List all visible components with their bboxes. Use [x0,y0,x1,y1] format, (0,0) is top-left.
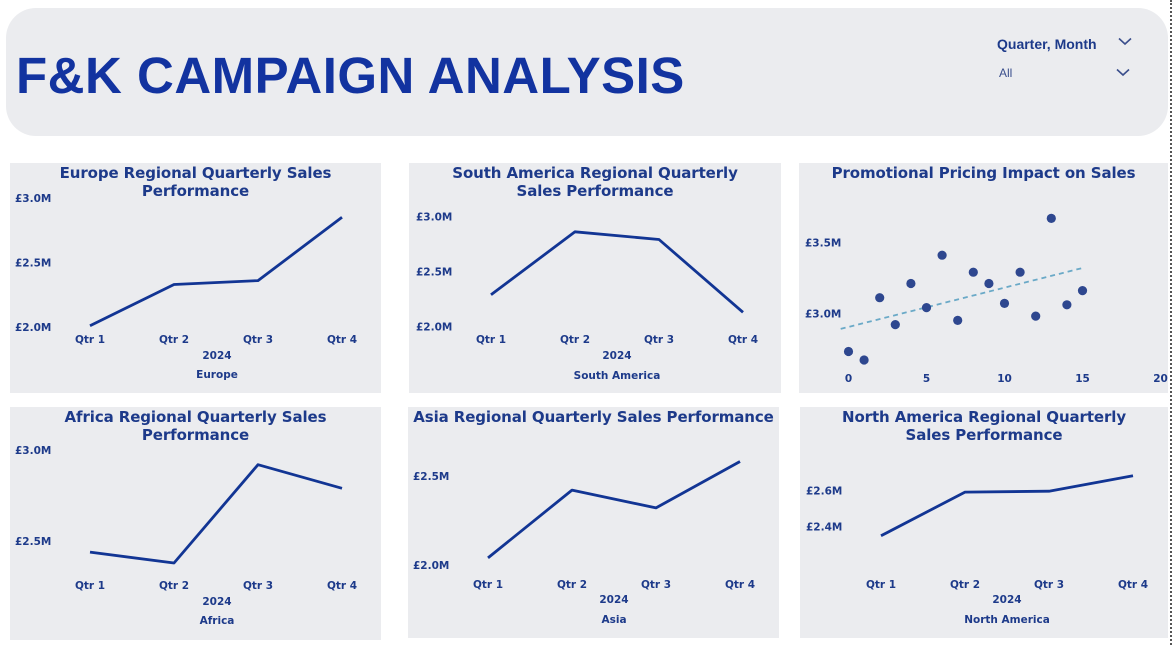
x-axis-label: Asia [601,614,626,626]
chart-title: South America Regional Quarterly Sales P… [452,164,738,200]
scatter-point[interactable] [906,278,916,289]
promotional-pricing-scatter-chart[interactable]: Promotional Pricing Impact on Sales £3.0… [799,163,1168,393]
x-tick-label: Qtr 4 [327,334,357,346]
x-tick-label: Qtr 2 [560,334,590,346]
x-group-label: 2024 [202,350,231,362]
y-tick-label: £2.5M [413,471,449,483]
scatter-chart-canvas: £3.0M £3.5M 0 5 10 15 20 [805,213,1168,385]
scatter-point[interactable] [999,298,1010,308]
x-tick-label: Qtr 2 [950,579,980,591]
scatter-point[interactable] [968,267,978,277]
scatter-point[interactable] [890,320,900,330]
europe-sales-line[interactable] [89,216,343,328]
x-group-label: 2024 [599,594,628,606]
asia-chart-canvas: £2.0M £2.5M Qtr 1 Qtr 2 Qtr 3 Qtr 4 2024… [413,460,755,626]
x-tick-label: Qtr 3 [243,334,273,346]
asia-sales-chart[interactable]: Asia Regional Quarterly Sales Performanc… [408,407,779,638]
south-america-chart-canvas: £2.0M £2.5M £3.0M Qtr 1 Qtr 2 Qtr 3 Qtr … [416,211,758,382]
scatter-point[interactable] [875,293,885,303]
y-tick-label: £2.6M [806,485,842,497]
scatter-point[interactable] [1015,267,1025,277]
africa-sales-line[interactable] [89,463,343,565]
north-america-sales-line[interactable] [880,474,1134,538]
y-tick-label: £2.0M [416,322,452,334]
x-axis-label: Europe [196,369,238,381]
y-tick-label: £3.0M [15,193,51,205]
x-tick-label: Qtr 3 [641,579,671,591]
page-edge-divider [1170,0,1172,645]
scatter-point[interactable] [953,315,963,325]
x-tick-label: Qtr 1 [866,579,896,591]
trend-line [840,267,1083,330]
africa-chart-canvas: £2.5M £3.0M Qtr 1 Qtr 2 Qtr 3 Qtr 4 2024… [15,445,357,627]
x-tick-label: Qtr 2 [557,579,587,591]
page-title: F&K CAMPAIGN ANALYSIS [16,47,685,104]
south-america-sales-line[interactable] [490,230,744,314]
x-tick-label: Qtr 3 [644,334,674,346]
y-tick-label: £3.0M [416,211,452,223]
scatter-point[interactable] [937,250,947,260]
scatter-point[interactable] [984,278,994,289]
y-tick-label: £2.5M [416,267,452,279]
chevron-down-icon[interactable] [1116,68,1130,77]
y-tick-label: £2.5M [15,536,51,548]
x-tick-label: Qtr 2 [159,580,189,592]
y-tick-label: £2.0M [15,322,51,334]
y-tick-label: £3.5M [805,238,841,250]
x-tick-label: Qtr 2 [159,334,189,346]
header-banner: F&K CAMPAIGN ANALYSIS Quarter, Month All [6,8,1168,136]
x-group-label: 2024 [602,350,631,362]
scatter-point[interactable] [1077,286,1088,296]
x-tick-label: Qtr 1 [75,334,105,346]
scatter-point[interactable] [843,346,854,357]
y-tick-label: £2.4M [806,522,842,534]
x-tick-label: Qtr 4 [725,579,755,591]
asia-sales-line[interactable] [487,460,741,559]
y-tick-label: £2.5M [15,258,51,270]
scatter-point[interactable] [1031,311,1041,321]
north-america-chart-canvas: £2.4M £2.6M Qtr 1 Qtr 2 Qtr 3 Qtr 4 2024… [806,474,1148,626]
europe-sales-chart[interactable]: Europe Regional Quarterly Sales Performa… [10,163,381,393]
x-tick-label: Qtr 1 [473,579,503,591]
chevron-down-icon[interactable] [1118,37,1132,46]
y-tick-label: £3.0M [15,445,51,457]
x-tick-label: Qtr 1 [75,580,105,592]
europe-chart-canvas: £2.0M £2.5M £3.0M Qtr 1 Qtr 2 Qtr 3 Qtr … [15,193,357,381]
chart-title: Europe Regional Quarterly Sales Performa… [59,164,332,200]
chart-title: Asia Regional Quarterly Sales Performanc… [413,408,774,426]
scatter-point[interactable] [921,303,932,313]
x-axis-label: Africa [200,615,235,627]
x-tick-label: 0 [845,373,852,385]
x-tick-label: 10 [997,373,1012,385]
y-tick-label: £3.0M [805,308,841,320]
north-america-sales-chart[interactable]: North America Regional Quarterly Sales P… [800,407,1168,638]
x-tick-label: 20 [1153,373,1168,385]
quarter-month-slicer-dropdown[interactable]: All [999,66,1013,80]
x-axis-label: South America [574,370,661,382]
x-tick-label: Qtr 1 [476,334,506,346]
x-axis-label: North America [964,614,1050,626]
scatter-point[interactable] [1046,213,1056,223]
x-tick-label: Qtr 4 [327,580,357,592]
x-tick-label: Qtr 4 [728,334,758,346]
quarter-month-slicer-label[interactable]: Quarter, Month [997,36,1097,52]
x-tick-label: Qtr 3 [1034,579,1064,591]
y-tick-label: £2.0M [413,560,449,572]
x-tick-label: Qtr 4 [1118,579,1148,591]
south-america-sales-chart[interactable]: South America Regional Quarterly Sales P… [409,163,781,393]
chart-title: Africa Regional Quarterly Sales Performa… [64,408,327,444]
scatter-point[interactable] [1062,300,1072,310]
x-tick-label: Qtr 3 [243,580,273,592]
x-group-label: 2024 [992,594,1021,606]
x-group-label: 2024 [202,596,231,608]
scatter-point[interactable] [859,355,869,365]
x-tick-label: 5 [923,373,930,385]
chart-title: North America Regional Quarterly Sales P… [842,408,1126,444]
x-tick-label: 15 [1075,373,1090,385]
chart-title: Promotional Pricing Impact on Sales [831,164,1136,182]
africa-sales-chart[interactable]: Africa Regional Quarterly Sales Performa… [10,407,381,640]
